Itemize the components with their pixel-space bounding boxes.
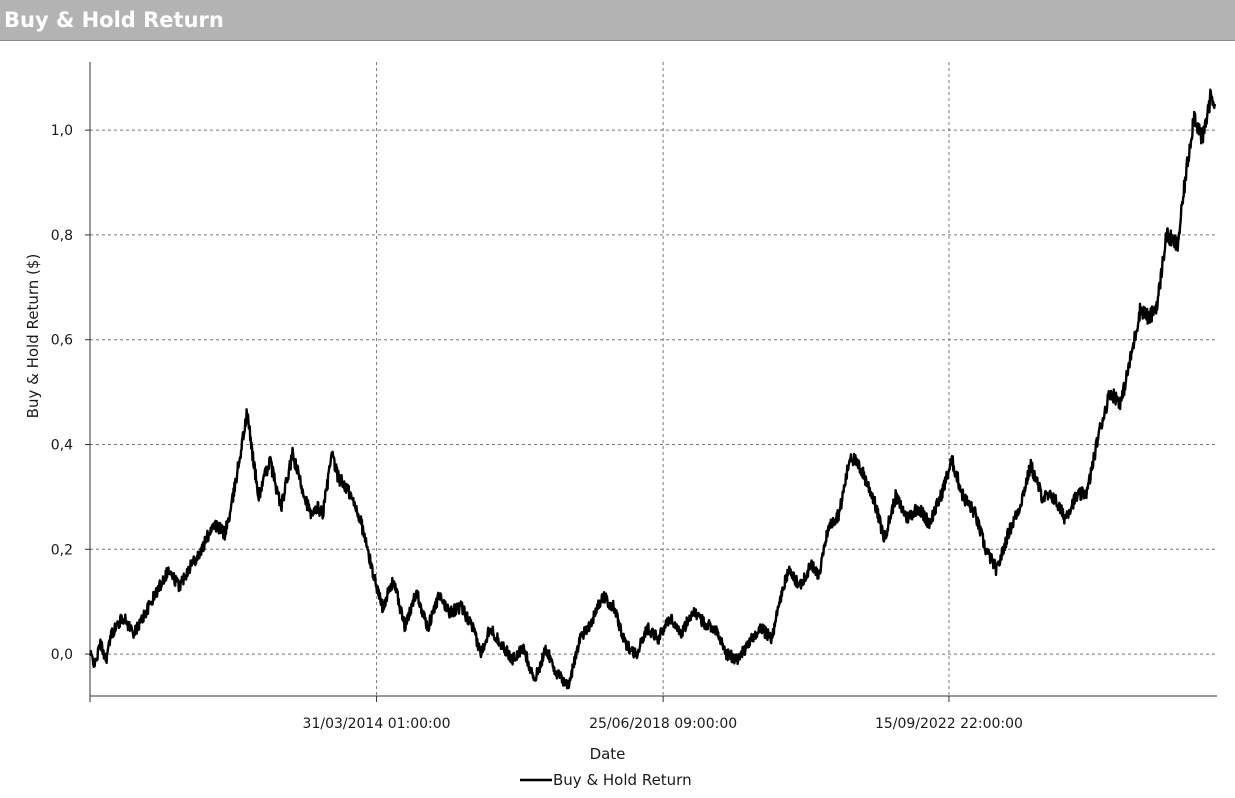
legend[interactable]: Buy & Hold Return	[520, 771, 692, 789]
x-tick-label: 15/09/2022 22:00:00	[875, 716, 1023, 732]
y-tick-label: 0,8	[51, 228, 73, 244]
y-tick-label: 0,2	[51, 542, 73, 558]
x-axis-ticks: 31/03/2014 01:00:00 25/06/2018 09:00:00 15…	[89, 696, 1023, 732]
buy-hold-return-chart[interactable]: 0,0 0,2 0,4 0,6 0,8 1,0 31/03/2014 01:00:00 25…	[0, 42, 1235, 798]
y-tick-label: 0,0	[51, 647, 73, 663]
x-tick-label: 31/03/2014 01:00:00	[303, 716, 451, 732]
y-axis-label: Buy & Hold Return ($)	[24, 254, 42, 419]
y-tick-label: 1,0	[51, 123, 73, 139]
chart-title-bar: Buy & Hold Return	[0, 0, 1235, 41]
x-tick-label: 25/06/2018 09:00:00	[589, 716, 737, 732]
x-axis-label: Date	[590, 745, 626, 763]
grid-lines	[89, 62, 1217, 696]
y-tick-label: 0,6	[51, 333, 73, 349]
y-axis-ticks: 0,0 0,2 0,4 0,6 0,8 1,0	[51, 123, 90, 663]
axes	[89, 62, 1217, 697]
legend-label: Buy & Hold Return	[553, 771, 692, 789]
window-title: Buy & Hold Return	[4, 8, 224, 32]
series-line-buy-hold-return[interactable]	[88, 88, 1216, 690]
y-tick-label: 0,4	[51, 437, 73, 453]
